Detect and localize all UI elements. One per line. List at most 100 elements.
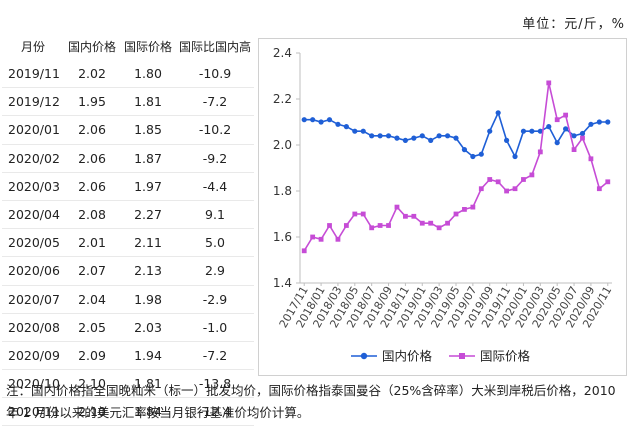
cell-domestic: 2.07 [64,256,120,286]
table-row: 2020/09 2.09 1.94 -7.2 [2,341,254,371]
cell-diff: 2.9 [176,256,254,286]
data-point [385,133,392,139]
data-point [537,128,543,134]
data-point [470,204,476,210]
cell-domestic: 2.08 [64,200,120,230]
divider [626,38,627,376]
data-point [537,149,543,155]
cell-month: 2020/07 [2,285,64,314]
data-point [436,133,442,139]
data-point [326,117,333,123]
header-month: 月份 [20,40,45,54]
table-row: 2020/01 2.06 1.85 -10.2 [2,115,254,145]
table-row: 2019/12 1.95 1.81 -7.2 [2,87,254,117]
cell-diff: -9.2 [176,144,254,173]
header-international: 国际价格 [123,40,172,54]
cell-international: 1.94 [120,341,176,371]
y-tick-label: 2.2 [273,92,292,106]
table-body: 2019/11 2.02 1.80 -10.9 2019/12 1.95 1.81 -7.2 2… [2,60,254,427]
data-point [335,121,341,127]
data-point [428,137,434,143]
header-diff: 国际比国内高 [178,40,251,54]
cell-month: 2020/04 [2,200,64,230]
cell-month: 2020/11 [2,397,64,427]
data-point [512,186,518,192]
legend-marker [360,352,368,360]
cell-domestic: 2.09 [64,341,120,371]
data-point [310,234,316,240]
data-point [301,117,307,123]
divider [259,38,627,39]
data-point [478,151,484,157]
data-point [419,133,425,139]
divider [258,38,259,376]
table-row: 2020/03 2.06 1.97 -4.4 [2,172,254,201]
data-point [487,128,493,134]
cell-month: 2019/12 [2,87,64,117]
data-point [411,135,417,141]
cell-month: 2020/05 [2,228,64,258]
data-point [546,80,552,86]
data-point [596,186,602,192]
data-point [503,137,510,143]
data-point [377,223,383,228]
data-point [462,207,467,212]
table-row: 2019/11 2.02 1.80 -10.9 [2,60,254,89]
legend-label: 国际价格 [480,349,531,364]
data-point [453,211,459,217]
cell-diff: -10.2 [176,115,254,145]
data-point [487,177,493,182]
cell-international: 1.98 [120,285,176,314]
data-point [318,236,324,242]
cell-diff: -1.0 [176,313,254,342]
data-point [580,135,585,141]
data-point [369,133,375,139]
data-point [394,135,400,141]
data-point [563,126,569,132]
data-point [588,121,594,127]
cell-domestic: 2.02 [64,60,120,89]
table-row: 2020/06 2.07 2.13 2.9 [2,256,254,286]
y-tick-label: 1.4 [273,276,292,290]
data-point [495,110,501,116]
cell-diff: -2.9 [176,285,254,314]
y-tick-label: 2.4 [273,46,292,60]
table-header-row: 月份 国内价格 国际价格 国际比国内高 [2,38,254,60]
data-point [335,236,341,242]
data-point [563,112,569,118]
data-point [310,117,316,123]
cell-diff: -12.4 [176,397,254,427]
cell-international: 1.97 [120,172,176,201]
data-point [419,220,425,226]
series-line-domestic [304,110,608,159]
data-point [403,213,408,219]
table-row: 2020/05 2.01 2.11 5.0 [2,228,254,258]
cell-diff: -13.8 [176,369,254,399]
cell-domestic: 2.01 [64,228,120,258]
data-point [402,137,409,143]
cell-month: 2020/10 [2,369,64,399]
data-point [529,172,535,178]
cell-international: 1.81 [120,87,176,117]
table-row: 2020/08 2.05 2.03 -1.0 [2,313,254,342]
cell-month: 2020/06 [2,256,64,286]
cell-domestic: 2.06 [64,172,120,201]
series-line-international [303,82,609,252]
footnote: 注：国内价格指全国晚籼米（标一）批发均价，国际价格指泰国曼谷（25%含碎率）大米… [6,383,616,420]
legend-label: 国内价格 [382,349,433,364]
data-point [453,135,459,141]
cell-month: 2020/02 [2,144,64,173]
cell-domestic: 2.10 [64,397,120,427]
data-point [554,140,560,146]
table-row: 2020/07 2.04 1.98 -2.9 [2,285,254,314]
data-point [529,128,535,134]
cell-international: 2.13 [120,256,176,286]
cell-domestic: 1.95 [64,87,120,117]
cell-diff: -10.9 [176,60,254,89]
data-point [352,211,358,217]
header-domestic: 国内价格 [67,40,116,54]
cell-domestic: 2.04 [64,285,120,314]
data-point [360,211,366,217]
cell-month: 2020/03 [2,172,64,201]
data-point [301,248,307,254]
